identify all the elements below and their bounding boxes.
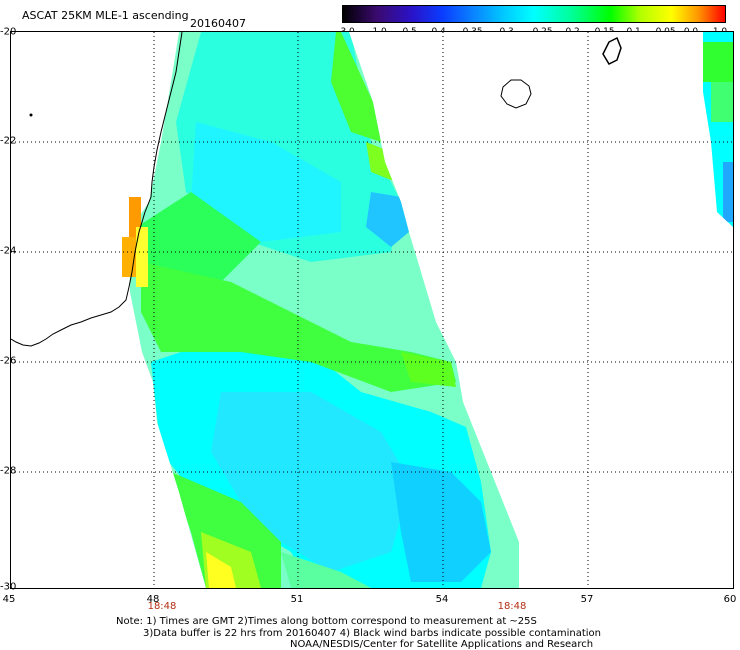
lat-label: -22 (0, 135, 17, 147)
small-island (29, 113, 33, 117)
note-line-2: 3)Data buffer is 22 hrs from 20160407 4)… (143, 628, 601, 639)
color-scale-gradient (343, 6, 725, 22)
island-reunion (500, 79, 532, 109)
lon-label: 48 (146, 594, 160, 605)
lon-label: 57 (580, 594, 594, 605)
note-line-1: Note: 1) Times are GMT 2)Times along bot… (116, 616, 537, 627)
lat-label: -30 (0, 581, 17, 593)
pass-time-label: 18:48 (147, 601, 177, 612)
wind-swath (129, 32, 519, 588)
graticule (11, 32, 733, 588)
wind-map (11, 32, 733, 588)
map-frame (10, 31, 734, 589)
lon-label: 51 (290, 594, 304, 605)
lat-label: -20 (0, 26, 17, 38)
lon-label: 45 (2, 594, 16, 605)
plot-date: 20160407 (190, 17, 246, 30)
lat-label: -24 (0, 245, 17, 257)
lat-label: -28 (0, 465, 17, 477)
plot-title: ASCAT 25KM MLE-1 ascending (22, 9, 189, 22)
color-scale-bar (342, 5, 726, 23)
pass-time-label: 18:48 (497, 601, 527, 612)
note-line-3: NOAA/NESDIS/Center for Satellite Applica… (290, 639, 594, 650)
lat-label: -26 (0, 355, 17, 367)
coastline-madagascar (11, 32, 183, 347)
island-mauritius (602, 36, 622, 65)
east-swath (703, 32, 733, 227)
lon-label: 60 (723, 594, 737, 605)
lon-label: 54 (435, 594, 449, 605)
